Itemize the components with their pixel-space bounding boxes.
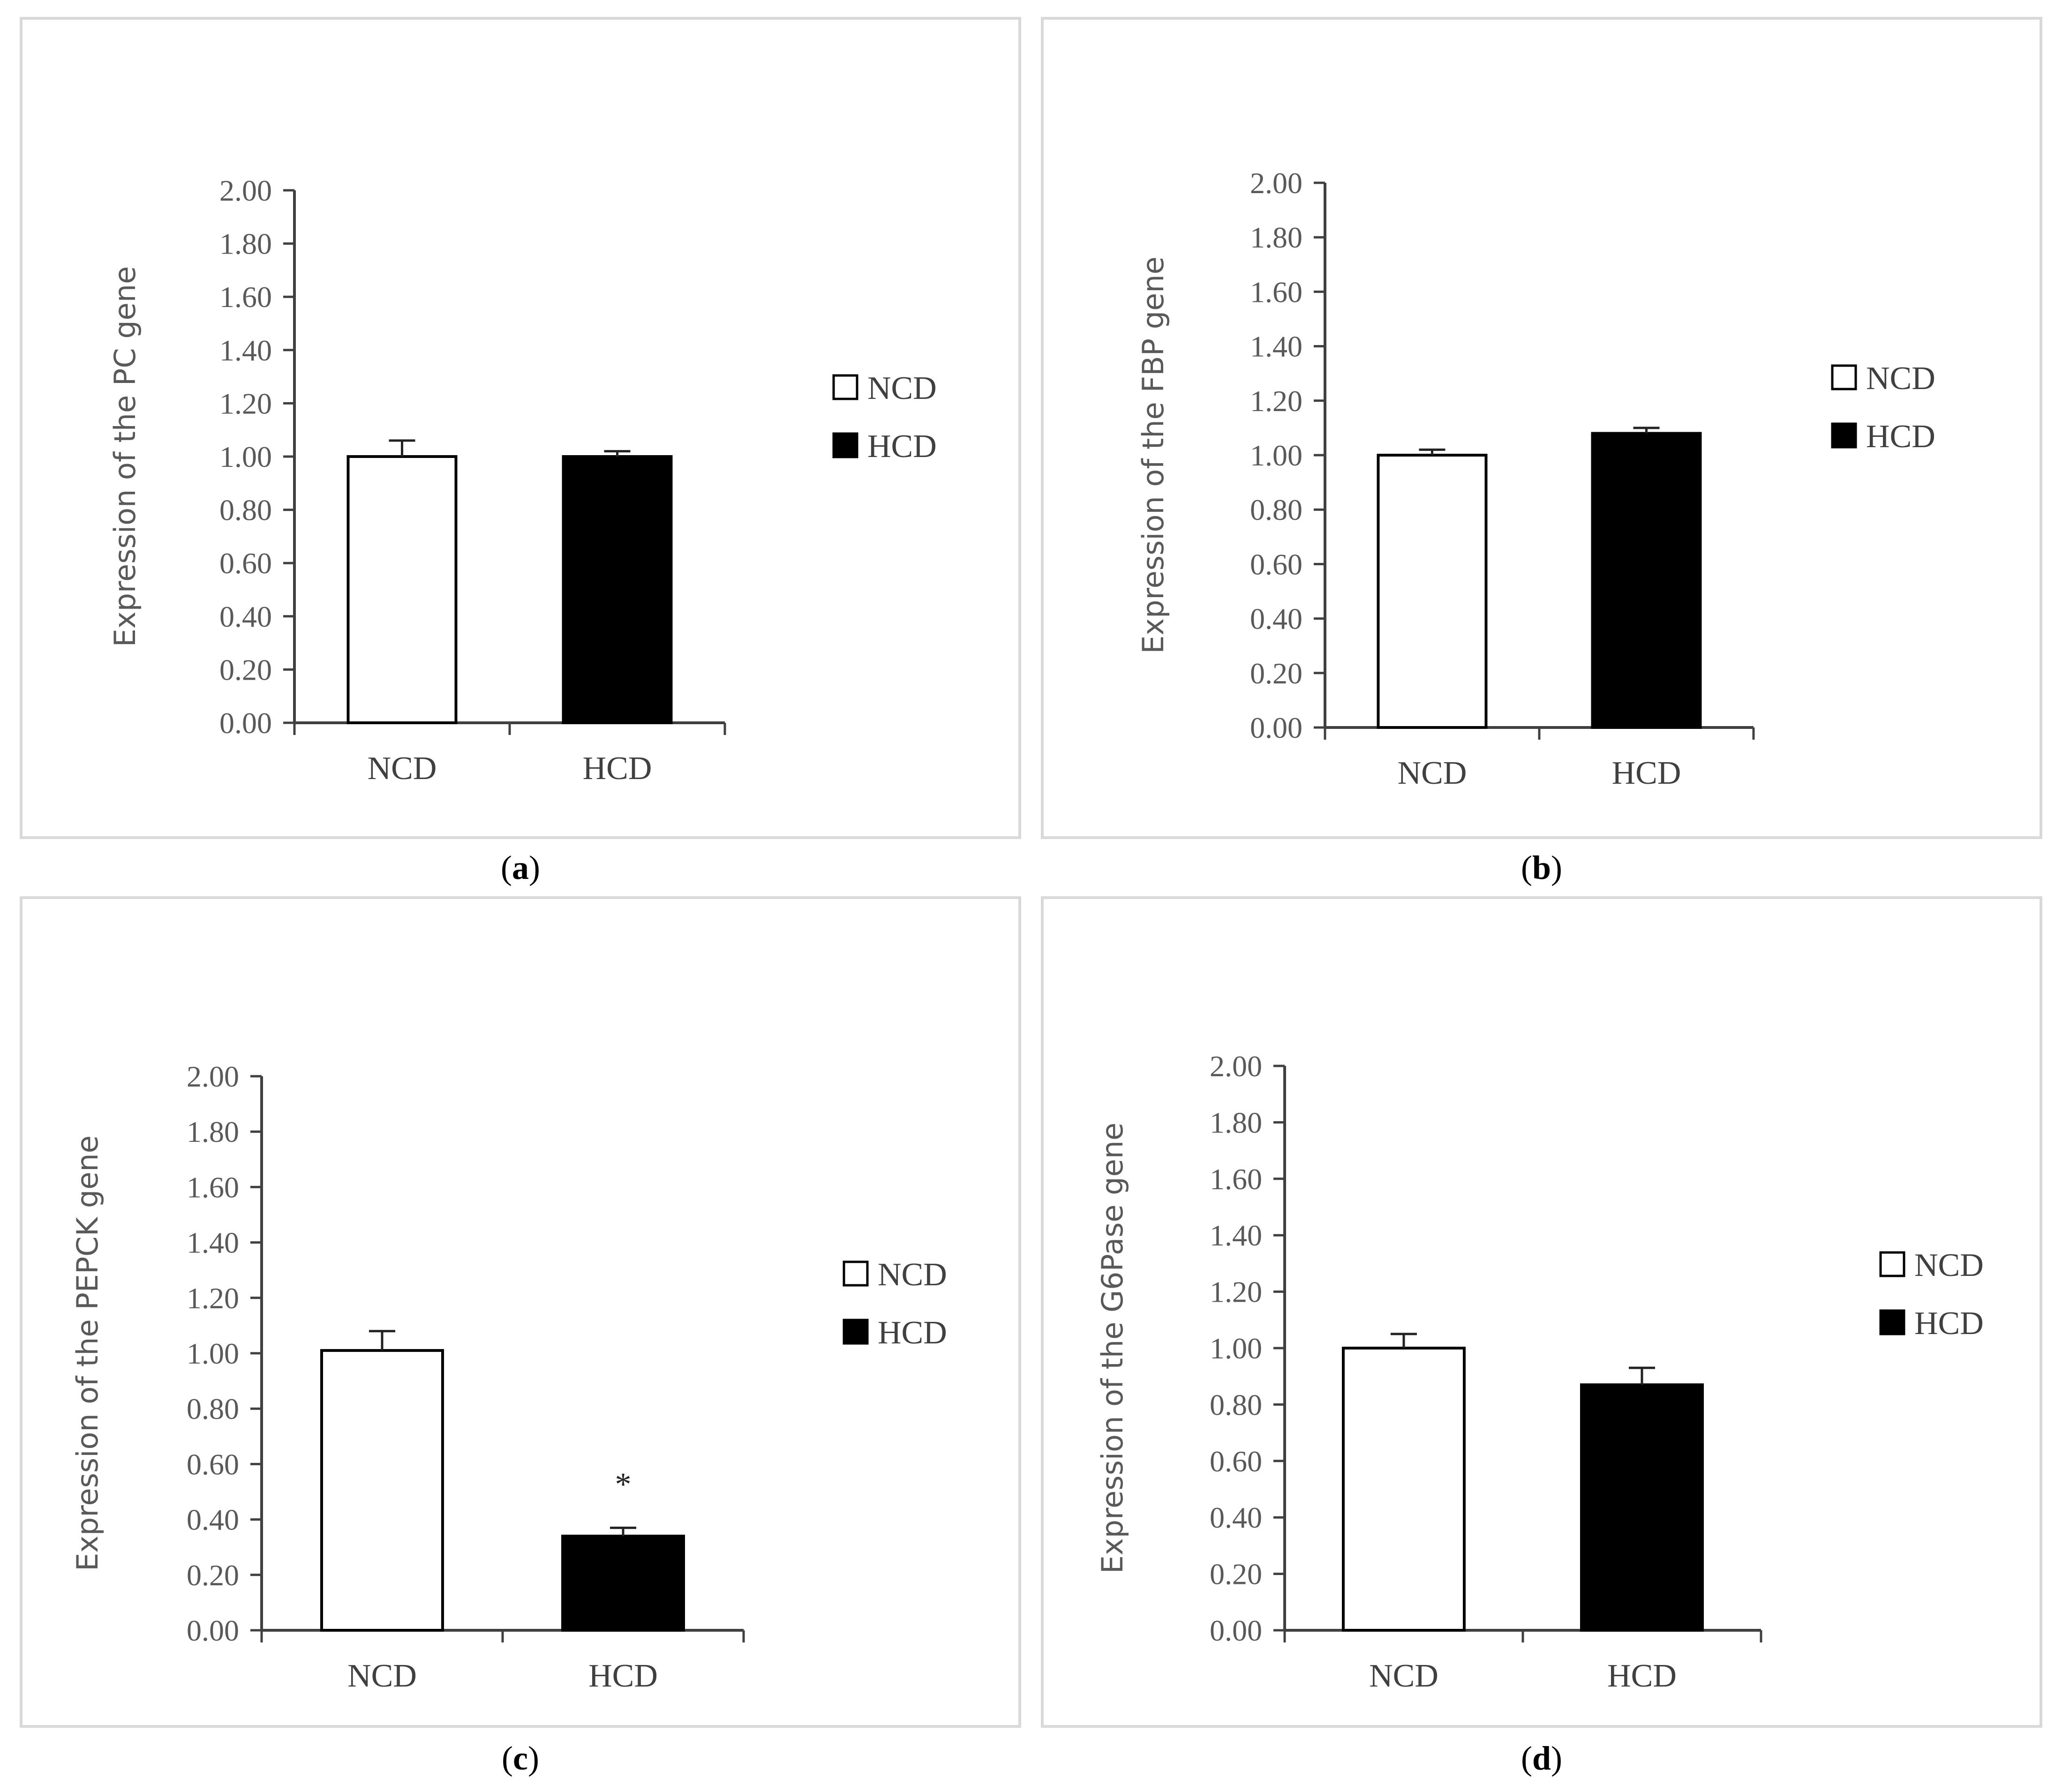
y-tick-label: 1.00 [1210, 1332, 1262, 1365]
y-tick-label: 0.20 [219, 653, 272, 686]
legend-label: NCD [1866, 360, 1935, 397]
x-category-label: HCD [583, 750, 652, 787]
y-tick-label: 2.00 [187, 1060, 239, 1093]
panel-caption-b: (b) [1521, 849, 1562, 886]
x-category-label: NCD [1369, 1658, 1438, 1694]
legend-label: NCD [878, 1257, 947, 1293]
y-tick-label: 1.20 [1210, 1275, 1262, 1309]
x-category-label: NCD [368, 750, 437, 787]
y-tick-label: 1.80 [1250, 221, 1302, 254]
y-tick-label: 0.60 [1210, 1445, 1262, 1478]
x-category-label: HCD [588, 1658, 658, 1694]
y-tick-label: 1.40 [187, 1226, 239, 1260]
legend-swatch-hcd [832, 432, 858, 458]
bar-ncd [346, 455, 458, 724]
y-tick-label: 2.00 [1210, 1050, 1262, 1083]
bar-chart-a: 0.00 0.20 0.40 0.60 0.80 1.00 1.20 1.40 1.60 1.80… [108, 174, 937, 787]
y-tick-label: 0.40 [1210, 1501, 1262, 1534]
chart-panel-a: 0.00 0.20 0.40 0.60 0.80 1.00 1.20 1.40 1.60 1.80… [20, 17, 1021, 839]
y-tick-label: 0.40 [219, 600, 272, 633]
y-tick-label: 0.00 [187, 1614, 239, 1647]
legend-swatch-ncd [843, 1260, 869, 1287]
legend-label: HCD [867, 428, 937, 465]
bar-ncd [1342, 1347, 1466, 1632]
chart-panel-b: 0.00 0.20 0.40 0.60 0.80 1.00 1.20 1.40 1.60 1.80… [1041, 17, 2042, 839]
y-axis-title: Expression of the FBP gene [1136, 256, 1170, 653]
legend-swatch-hcd [1879, 1309, 1905, 1335]
panel-caption-d: (d) [1521, 1740, 1562, 1777]
y-tick-label: 0.20 [1210, 1558, 1262, 1591]
panel-caption-a: (a) [501, 849, 540, 886]
legend-swatch-ncd [1879, 1251, 1905, 1277]
y-tick-label: 0.60 [1250, 547, 1302, 581]
y-tick-label: 0.80 [1250, 493, 1302, 526]
y-tick-label: 0.40 [1250, 602, 1302, 636]
y-tick-label: 1.60 [219, 280, 272, 314]
y-tick-label: 1.00 [1250, 439, 1302, 472]
legend-label: NCD [1914, 1247, 1984, 1283]
y-tick-label: 1.20 [1250, 384, 1302, 418]
y-tick-label: 1.80 [1210, 1106, 1262, 1139]
legend-swatch-hcd [1831, 422, 1857, 449]
y-tick-label: 0.20 [1250, 657, 1302, 690]
bar-hcd [561, 1535, 685, 1632]
y-tick-label: 1.40 [1250, 330, 1302, 363]
y-tick-label: 1.80 [187, 1115, 239, 1148]
legend-label: HCD [1914, 1305, 1984, 1342]
x-category-label: HCD [1607, 1658, 1677, 1694]
x-category-label: NCD [347, 1658, 417, 1694]
chart-panel-c: 0.00 0.20 0.40 0.60 0.80 1.00 1.20 1.40 1.60 1.80… [20, 896, 1021, 1728]
legend-swatch-ncd [1831, 364, 1857, 390]
bar-hcd [562, 455, 673, 724]
y-tick-label: 1.20 [187, 1282, 239, 1315]
y-tick-label: 0.20 [187, 1559, 239, 1592]
y-tick-label: 0.60 [219, 547, 272, 580]
y-tick-label: 0.80 [1210, 1388, 1262, 1421]
y-tick-label: 1.00 [187, 1337, 239, 1370]
y-tick-label: 0.60 [187, 1447, 239, 1481]
y-tick-label: 1.80 [219, 227, 272, 261]
y-tick-label: 1.60 [1250, 275, 1302, 308]
y-axis-title: Expression of the PC gene [108, 266, 142, 647]
y-axis-title: Expression of the PEPCK gene [70, 1135, 105, 1571]
y-tick-label: 2.00 [1250, 166, 1302, 200]
legend-label: HCD [1866, 419, 1935, 455]
y-tick-label: 0.40 [187, 1503, 239, 1537]
bar-hcd [1580, 1383, 1704, 1632]
y-tick-label: 2.00 [219, 174, 272, 207]
legend-label: HCD [878, 1315, 947, 1351]
y-tick-label: 1.40 [219, 334, 272, 367]
bar-hcd [1591, 432, 1702, 729]
y-axis-title: Expression of the G6Pase gene [1095, 1123, 1129, 1574]
y-tick-label: 1.40 [1210, 1219, 1262, 1252]
y-tick-label: 0.80 [187, 1392, 239, 1425]
bar-chart-b: 0.00 0.20 0.40 0.60 0.80 1.00 1.20 1.40 1.60 1.80… [1136, 166, 1935, 791]
y-tick-label: 1.20 [219, 387, 272, 420]
legend-label: NCD [867, 370, 937, 406]
chart-panel-d: 0.00 0.20 0.40 0.60 0.80 1.00 1.20 1.40 1.60 1.80… [1041, 896, 2042, 1728]
y-tick-label: 0.80 [219, 494, 272, 527]
y-tick-label: 0.00 [1210, 1614, 1262, 1647]
y-tick-label: 1.60 [1210, 1162, 1262, 1196]
bar-chart-d: 0.00 0.20 0.40 0.60 0.80 1.00 1.20 1.40 1.60 1.80… [1095, 1050, 1984, 1694]
x-category-label: HCD [1612, 755, 1681, 791]
bar-chart-c: 0.00 0.20 0.40 0.60 0.80 1.00 1.20 1.40 1.60 1.80… [70, 1060, 947, 1694]
y-tick-label: 0.00 [1250, 711, 1302, 744]
significance-marker: * [615, 1466, 632, 1502]
y-tick-label: 0.00 [219, 706, 272, 740]
y-tick-label: 1.00 [219, 440, 272, 473]
legend-swatch-ncd [832, 374, 858, 400]
bar-ncd [1377, 454, 1488, 729]
y-tick-label: 1.60 [187, 1170, 239, 1204]
legend-swatch-hcd [843, 1319, 869, 1345]
x-category-label: NCD [1398, 755, 1467, 791]
panel-caption-c: (c) [502, 1740, 539, 1777]
bar-ncd [320, 1349, 444, 1632]
